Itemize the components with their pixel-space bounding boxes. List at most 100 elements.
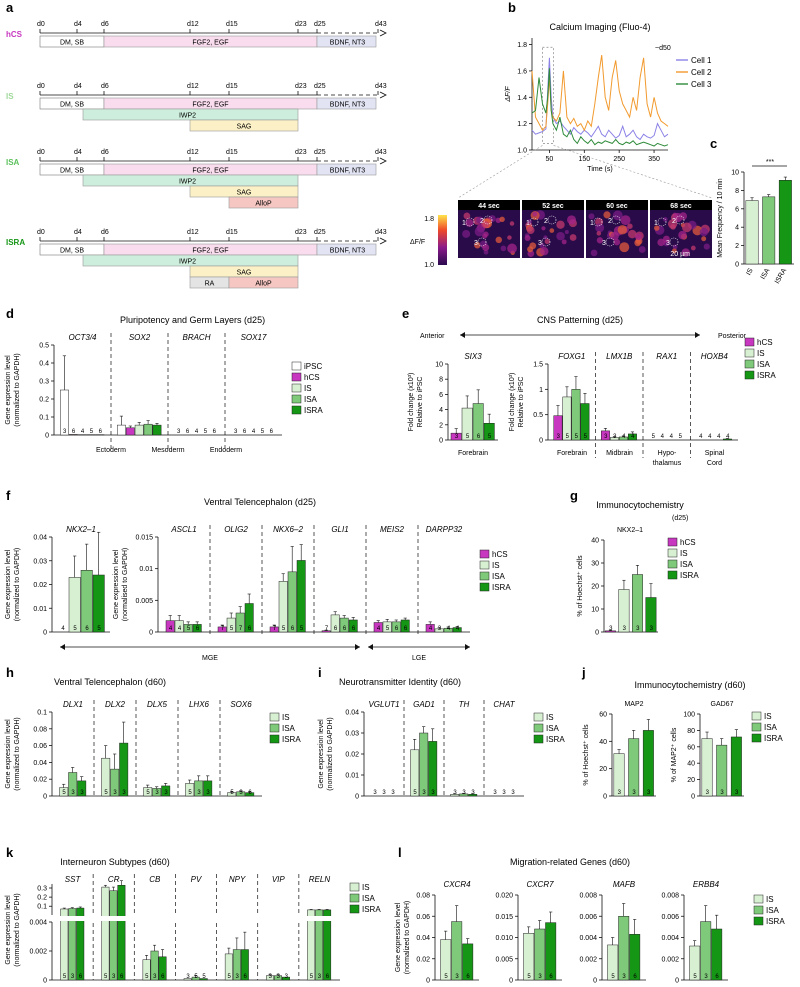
x-tick-label: 50 bbox=[546, 156, 554, 163]
box-bdnf-label: BDNF, NT3 bbox=[330, 248, 366, 255]
cell-blob bbox=[567, 215, 576, 224]
cell-blob bbox=[541, 226, 545, 230]
calcium-image-strip: 44 sec1 2352 sec1 2360 sec1 2368 sec1 2320 µ… bbox=[410, 145, 712, 269]
day-label: d6 bbox=[101, 149, 109, 156]
lge-label: LGE bbox=[412, 655, 426, 662]
y-tick-label: 0.02 bbox=[33, 777, 47, 784]
calcium-line-chart: Calcium Imaging (Fluo-4) ~d50 1.0 1.2 1.4 1.6… bbox=[505, 22, 712, 173]
bar bbox=[702, 739, 712, 796]
panel-label: h bbox=[6, 665, 14, 680]
y-axis-label: Relative to iPSC bbox=[417, 377, 424, 428]
box-fgf-label: FGF2, EGF bbox=[192, 102, 228, 109]
day-label: d23 bbox=[295, 83, 307, 90]
panel-title: Immunocytochemistry (d60) bbox=[634, 680, 745, 690]
timeline-ISA: ISAd0 d4 d6 d12 d15 d23 d25 d43DM, SB FGF2, EGF B… bbox=[6, 149, 387, 208]
migration-MAFB-bar-chart: 00.0020.0040.0060.0085 3 6 bbox=[579, 893, 646, 985]
n-label: 4 bbox=[661, 434, 665, 440]
arrow-head bbox=[380, 158, 386, 164]
legend-label: ISRA bbox=[546, 735, 565, 744]
legend-swatch bbox=[668, 571, 677, 579]
legend-swatch bbox=[534, 735, 543, 743]
cell-number: 1 bbox=[462, 220, 466, 227]
legend-swatch bbox=[480, 583, 489, 591]
legend-label: IS bbox=[546, 713, 554, 722]
legend: ISISAISRA bbox=[350, 883, 381, 914]
legend-label: ISRA bbox=[764, 734, 783, 743]
condition-label: ISA bbox=[6, 158, 20, 167]
y-tick-label: 0.08 bbox=[416, 893, 430, 900]
cell-number: 3 bbox=[474, 240, 478, 247]
y-tick-label: 0 bbox=[539, 438, 543, 445]
y-tick-label: 0.002 bbox=[29, 949, 47, 956]
day-label: d0 bbox=[37, 83, 45, 90]
y-tick-label: 0.1 bbox=[39, 415, 49, 422]
cell-blob bbox=[597, 231, 602, 236]
y-axis-label: (normalized to GAPDH) bbox=[14, 893, 21, 967]
gene-label: SST bbox=[65, 875, 82, 884]
legend-swatch bbox=[534, 713, 543, 721]
y-axis-label: Gene expression level bbox=[113, 549, 120, 619]
bar bbox=[153, 425, 161, 435]
bar bbox=[117, 425, 125, 435]
bar bbox=[452, 922, 462, 980]
legend-label: ISRA bbox=[680, 571, 699, 580]
y-tick-label: 0.004 bbox=[29, 920, 47, 927]
bar bbox=[632, 575, 642, 633]
y-tick-label: 4 bbox=[735, 225, 739, 232]
day-label: d0 bbox=[37, 149, 45, 156]
legend-label: ISRA bbox=[304, 406, 323, 415]
cell-blob bbox=[525, 235, 531, 241]
box-sag-label: SAG bbox=[237, 124, 252, 131]
y-tick-label: 1.4 bbox=[517, 95, 527, 102]
arrow-head bbox=[380, 92, 386, 98]
cell-blob bbox=[527, 226, 535, 234]
cell-blob bbox=[540, 247, 548, 255]
panel-title: Pluripotency and Germ Layers (d25) bbox=[120, 315, 265, 325]
y-tick-label: 0 bbox=[149, 630, 153, 637]
y-tick-label: 40 bbox=[599, 739, 607, 746]
group-label: Spinal bbox=[705, 450, 725, 457]
n-label: 4 bbox=[717, 434, 721, 440]
bar bbox=[135, 425, 143, 435]
legend-label: IS bbox=[764, 712, 772, 721]
x-tick-label: IS bbox=[745, 267, 755, 277]
gene-label: NKX6–2 bbox=[273, 525, 303, 534]
bar bbox=[779, 180, 791, 264]
day-label: d25 bbox=[314, 83, 326, 90]
significance-label: *** bbox=[766, 159, 774, 166]
gene-label: MAFB bbox=[613, 880, 636, 889]
series-line bbox=[532, 58, 668, 140]
y-tick-label: 0.5 bbox=[533, 412, 543, 419]
box-fgf-label: FGF2, EGF bbox=[192, 40, 228, 47]
box-bdnf-label: BDNF, NT3 bbox=[330, 102, 366, 109]
panel-label: f bbox=[6, 488, 11, 503]
legend-swatch bbox=[480, 550, 489, 558]
legend-swatch bbox=[270, 735, 279, 743]
cell-number: 1 bbox=[590, 220, 594, 227]
legend-label: IS bbox=[766, 895, 774, 904]
y-axis-label: (normalized to GAPDH) bbox=[14, 548, 21, 622]
bar bbox=[102, 887, 109, 980]
legend-label: hCS bbox=[304, 373, 320, 382]
gene-label: GLI1 bbox=[331, 525, 348, 534]
legend: hCSISISAISRA bbox=[480, 550, 511, 592]
legend-label: ISA bbox=[492, 572, 506, 581]
gene-label: DLX2 bbox=[105, 700, 126, 709]
ventral-telencephalon-d25-bar-chart: 00.0050.010.015ASCL14 4 5 6OLIG27 5 7 6NKX6–27… bbox=[113, 525, 470, 637]
y-tick-label: 2 bbox=[439, 422, 443, 429]
n-label: 4 bbox=[195, 429, 199, 435]
y-tick-label: 20 bbox=[591, 584, 599, 591]
group-label: thalamus bbox=[653, 460, 682, 467]
cell-blob bbox=[691, 246, 696, 251]
gene-label: RAX1 bbox=[656, 352, 677, 361]
gene-label: FOXG1 bbox=[558, 352, 585, 361]
n-label: 6 bbox=[213, 429, 217, 435]
y-tick-label: 0.2 bbox=[39, 397, 49, 404]
time-label: 60 sec bbox=[606, 203, 628, 210]
day-label: d43 bbox=[375, 83, 387, 90]
day-label: d0 bbox=[37, 229, 45, 236]
y-tick-label: 0.02 bbox=[416, 956, 430, 963]
bar bbox=[93, 575, 104, 632]
y-axis-label: Mean Frequency / 10 min bbox=[717, 178, 724, 257]
cell-blob bbox=[678, 231, 686, 239]
